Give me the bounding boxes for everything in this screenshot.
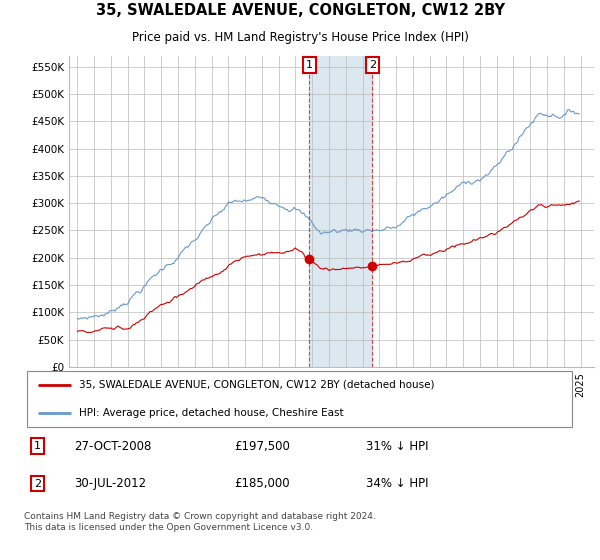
Bar bbox=[309, 56, 373, 367]
Text: 27-OCT-2008: 27-OCT-2008 bbox=[74, 440, 151, 453]
Text: HPI: Average price, detached house, Cheshire East: HPI: Average price, detached house, Ches… bbox=[79, 408, 344, 418]
Text: 2: 2 bbox=[369, 60, 376, 70]
Text: 30-JUL-2012: 30-JUL-2012 bbox=[74, 477, 146, 490]
Text: 34% ↓ HPI: 34% ↓ HPI bbox=[366, 477, 429, 490]
Text: 31% ↓ HPI: 31% ↓ HPI bbox=[366, 440, 429, 453]
Text: Price paid vs. HM Land Registry's House Price Index (HPI): Price paid vs. HM Land Registry's House … bbox=[131, 31, 469, 44]
Text: 2: 2 bbox=[34, 479, 41, 489]
FancyBboxPatch shape bbox=[27, 371, 572, 427]
Text: 35, SWALEDALE AVENUE, CONGLETON, CW12 2BY (detached house): 35, SWALEDALE AVENUE, CONGLETON, CW12 2B… bbox=[79, 380, 434, 390]
Text: 1: 1 bbox=[306, 60, 313, 70]
Text: £185,000: £185,000 bbox=[234, 477, 289, 490]
Text: Contains HM Land Registry data © Crown copyright and database right 2024.
This d: Contains HM Land Registry data © Crown c… bbox=[24, 512, 376, 531]
Text: 35, SWALEDALE AVENUE, CONGLETON, CW12 2BY: 35, SWALEDALE AVENUE, CONGLETON, CW12 2B… bbox=[95, 3, 505, 18]
Text: £197,500: £197,500 bbox=[234, 440, 290, 453]
Text: 1: 1 bbox=[34, 441, 41, 451]
